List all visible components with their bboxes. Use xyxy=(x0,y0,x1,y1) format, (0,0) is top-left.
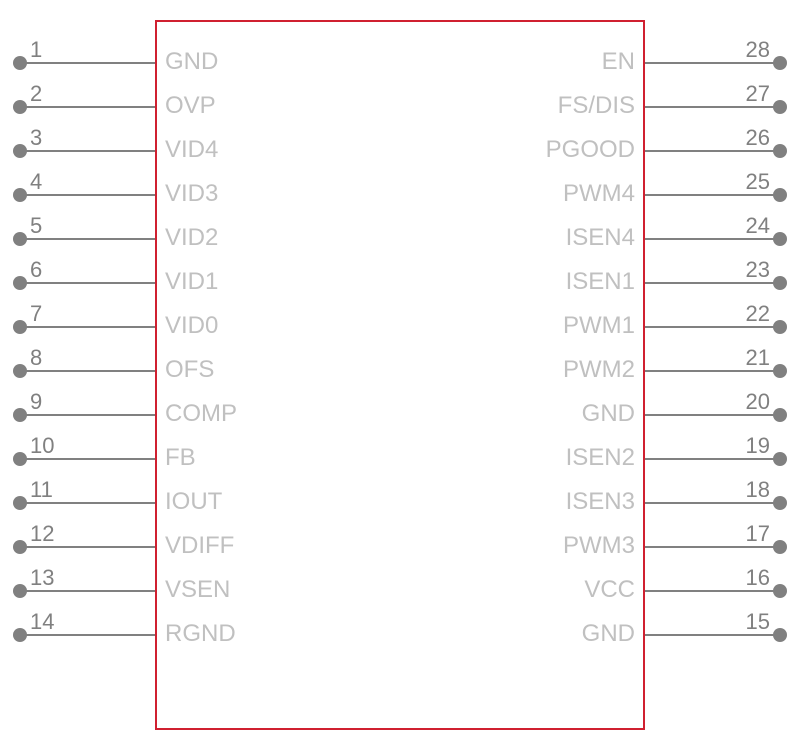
pin-number: 13 xyxy=(30,565,54,591)
pin-terminal-dot xyxy=(13,408,27,422)
pin-terminal-dot xyxy=(773,276,787,290)
pin-number: 11 xyxy=(30,477,53,503)
pin-terminal-dot xyxy=(13,188,27,202)
pin-label: GND xyxy=(582,400,635,428)
pin-label: COMP xyxy=(165,400,237,428)
pin-label: RGND xyxy=(165,620,236,648)
pin-label: ISEN3 xyxy=(566,488,635,516)
pin-label: VID0 xyxy=(165,312,218,340)
pin-number: 4 xyxy=(30,169,42,195)
pin-terminal-dot xyxy=(773,452,787,466)
pin-label: FS/DIS xyxy=(558,92,635,120)
pin-label: VCC xyxy=(584,576,635,604)
pin-number: 3 xyxy=(30,125,42,151)
pin-terminal-dot xyxy=(13,320,27,334)
pin-terminal-dot xyxy=(773,628,787,642)
pin-label: GND xyxy=(582,620,635,648)
pin-terminal-dot xyxy=(13,100,27,114)
pin-label: GND xyxy=(165,48,218,76)
pin-number: 12 xyxy=(30,521,54,547)
pin-number: 1 xyxy=(30,37,42,63)
pin-number: 28 xyxy=(720,37,770,63)
pin-number: 26 xyxy=(720,125,770,151)
pin-number: 23 xyxy=(720,257,770,283)
pin-label: VSEN xyxy=(165,576,230,604)
pin-label: VID4 xyxy=(165,136,218,164)
pin-number: 27 xyxy=(720,81,770,107)
pin-terminal-dot xyxy=(773,144,787,158)
pin-terminal-dot xyxy=(13,540,27,554)
pin-label: PWM2 xyxy=(563,356,635,384)
pin-terminal-dot xyxy=(773,232,787,246)
pin-terminal-dot xyxy=(13,56,27,70)
pin-number: 25 xyxy=(720,169,770,195)
pin-number: 5 xyxy=(30,213,42,239)
pin-label: FB xyxy=(165,444,196,472)
pin-label: OVP xyxy=(165,92,216,120)
pin-terminal-dot xyxy=(13,276,27,290)
pin-label: VDIFF xyxy=(165,532,234,560)
pin-terminal-dot xyxy=(13,496,27,510)
pin-terminal-dot xyxy=(773,188,787,202)
pin-number: 18 xyxy=(720,477,770,503)
pin-terminal-dot xyxy=(773,364,787,378)
pinout-diagram: 1 GND 2 OVP 3 VID4 4 VID3 5 VID2 6 VID1 7 VID0 8 OFS 9 CO… xyxy=(0,0,800,748)
pin-number: 9 xyxy=(30,389,42,415)
pin-number: 8 xyxy=(30,345,42,371)
pin-terminal-dot xyxy=(773,320,787,334)
pin-label: ISEN2 xyxy=(566,444,635,472)
pin-terminal-dot xyxy=(773,584,787,598)
pin-terminal-dot xyxy=(773,540,787,554)
pin-number: 21 xyxy=(720,345,770,371)
pin-label: IOUT xyxy=(165,488,222,516)
pin-terminal-dot xyxy=(773,408,787,422)
pin-number: 10 xyxy=(30,433,54,459)
pin-number: 17 xyxy=(720,521,770,547)
pin-label: VID2 xyxy=(165,224,218,252)
pin-number: 16 xyxy=(720,565,770,591)
pin-number: 2 xyxy=(30,81,42,107)
pin-number: 14 xyxy=(30,609,54,635)
pin-label: PWM4 xyxy=(563,180,635,208)
pin-label: OFS xyxy=(165,356,214,384)
pin-label: ISEN4 xyxy=(566,224,635,252)
pin-terminal-dot xyxy=(13,144,27,158)
pin-terminal-dot xyxy=(13,364,27,378)
pin-number: 24 xyxy=(720,213,770,239)
pin-terminal-dot xyxy=(13,584,27,598)
pin-number: 15 xyxy=(720,609,770,635)
pin-number: 19 xyxy=(720,433,770,459)
pin-label: ISEN1 xyxy=(566,268,635,296)
pin-terminal-dot xyxy=(773,100,787,114)
pin-terminal-dot xyxy=(13,232,27,246)
pin-label: PGOOD xyxy=(546,136,635,164)
pin-terminal-dot xyxy=(773,496,787,510)
pin-number: 7 xyxy=(30,301,42,327)
pin-label: EN xyxy=(602,48,635,76)
pin-label: PWM1 xyxy=(563,312,635,340)
pin-number: 20 xyxy=(720,389,770,415)
pin-number: 6 xyxy=(30,257,42,283)
pin-terminal-dot xyxy=(773,56,787,70)
pin-terminal-dot xyxy=(13,628,27,642)
pin-terminal-dot xyxy=(13,452,27,466)
pin-label: PWM3 xyxy=(563,532,635,560)
pin-label: VID1 xyxy=(165,268,218,296)
pin-number: 22 xyxy=(720,301,770,327)
pin-label: VID3 xyxy=(165,180,218,208)
